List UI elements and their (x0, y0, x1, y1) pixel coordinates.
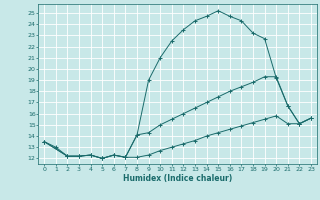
X-axis label: Humidex (Indice chaleur): Humidex (Indice chaleur) (123, 174, 232, 183)
